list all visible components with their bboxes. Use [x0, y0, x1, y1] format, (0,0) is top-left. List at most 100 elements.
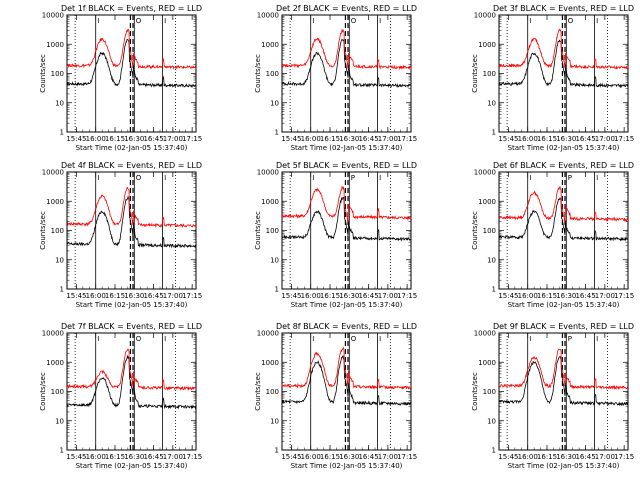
x-tick-label: 17:00: [163, 453, 183, 461]
y-axis-label: Counts/sec: [254, 211, 262, 250]
y-tick-label: 10: [55, 99, 64, 107]
y-tick-label: 10: [270, 417, 279, 425]
marker-label: O: [136, 335, 142, 343]
y-axis-label: Counts/sec: [471, 372, 479, 411]
y-tick-label: 1000: [478, 359, 496, 367]
y-tick-label: 10: [270, 256, 279, 264]
series-line-lld: [66, 186, 197, 228]
x-tick-label: 16:45: [143, 453, 163, 461]
y-tick-label: 10000: [42, 330, 64, 338]
plot-frame: [66, 14, 197, 133]
series-line-events: [281, 196, 412, 242]
y-tick-label: 1: [275, 447, 279, 455]
y-axis-label: Counts/sec: [471, 211, 479, 250]
marker-label: I: [529, 335, 531, 343]
marker-label: O: [136, 174, 142, 182]
panel-6: Det 6f BLACK = Events, RED = LLD 1 10 100 10…: [471, 161, 634, 309]
x-tick-label: 16:45: [358, 292, 378, 300]
x-axis-label: Start Time (02-Jan-05 15:37:40): [508, 144, 620, 152]
marker-label: I: [596, 17, 598, 25]
y-tick-label: 1000: [478, 198, 496, 206]
panel-3: Det 3f BLACK = Events, RED = LLD 1 10 100 10…: [471, 4, 634, 152]
panel-5: Det 5f BLACK = Events, RED = LLD 1 10 100 10…: [254, 161, 417, 309]
x-axis-label: Start Time (02-Jan-05 15:37:40): [76, 462, 188, 470]
y-tick-label: 1000: [46, 359, 64, 367]
y-tick-label: 100: [483, 70, 496, 78]
x-tick-label: 16:30: [124, 135, 144, 143]
y-tick-label: 100: [483, 388, 496, 396]
y-tick-label: 10000: [257, 169, 279, 177]
x-tick-label: 16:45: [143, 292, 163, 300]
chart-title: Det 7f BLACK = Events, RED = LLD: [61, 322, 202, 331]
y-tick-label: 100: [51, 227, 64, 235]
marker-label: I: [379, 174, 381, 182]
y-tick-label: 100: [266, 70, 279, 78]
y-tick-label: 1: [60, 447, 64, 455]
x-tick-label: 17:15: [397, 135, 417, 143]
series-line-events: [66, 354, 197, 410]
y-tick-label: 10: [487, 256, 496, 264]
x-tick-label: 15:45: [66, 292, 86, 300]
panel-4: Det 4f BLACK = Events, RED = LLD 1 10 100 10…: [39, 161, 202, 309]
series-line-lld: [281, 346, 412, 390]
marker-label: I: [312, 335, 314, 343]
x-tick-label: 17:00: [163, 292, 183, 300]
y-axis-label: Counts/sec: [471, 54, 479, 93]
marker-label: I: [312, 17, 314, 25]
x-tick-label: 17:15: [614, 292, 634, 300]
x-tick-label: 16:15: [320, 453, 340, 461]
marker-label: I: [529, 174, 531, 182]
chart-title: Det 2f BLACK = Events, RED = LLD: [276, 4, 417, 13]
x-tick-label: 16:30: [339, 135, 359, 143]
x-tick-label: 15:45: [66, 453, 86, 461]
chart-title: Det 6f BLACK = Events, RED = LLD: [493, 161, 634, 170]
x-tick-label: 16:00: [301, 453, 321, 461]
series-line-lld: [498, 185, 629, 223]
series-line-events: [281, 354, 412, 406]
x-tick-label: 17:00: [378, 135, 398, 143]
panel-2: Det 2f BLACK = Events, RED = LLD 1 10 100 10…: [254, 4, 417, 152]
marker-label: O: [351, 17, 357, 25]
x-tick-label: 15:45: [281, 453, 301, 461]
x-tick-label: 17:00: [378, 453, 398, 461]
marker-label: P: [568, 174, 572, 182]
y-axis-label: Counts/sec: [39, 54, 47, 93]
x-tick-label: 16:00: [86, 292, 106, 300]
marker-label: I: [164, 17, 166, 25]
marker-label: I: [379, 17, 381, 25]
plot-frame: [66, 332, 197, 451]
panel-1: Det 1f BLACK = Events, RED = LLD 1 10 100 10…: [39, 4, 202, 152]
x-tick-label: 16:45: [358, 453, 378, 461]
x-tick-label: 17:15: [182, 292, 202, 300]
x-tick-label: 17:15: [614, 135, 634, 143]
plot-frame: [66, 171, 197, 290]
x-tick-label: 16:45: [358, 135, 378, 143]
y-axis-label: Counts/sec: [254, 372, 262, 411]
chart-title: Det 8f BLACK = Events, RED = LLD: [276, 322, 417, 331]
x-tick-label: 16:30: [556, 453, 576, 461]
plot-frame: [498, 332, 629, 451]
chart-title: Det 1f BLACK = Events, RED = LLD: [61, 4, 202, 13]
y-tick-label: 1: [492, 447, 496, 455]
y-tick-label: 100: [483, 227, 496, 235]
x-tick-label: 17:00: [595, 292, 615, 300]
x-tick-label: 16:00: [518, 135, 538, 143]
x-tick-label: 17:00: [163, 135, 183, 143]
marker-label: O: [351, 335, 357, 343]
x-tick-label: 17:15: [397, 292, 417, 300]
x-tick-label: 17:15: [614, 453, 634, 461]
marker-label: I: [97, 174, 99, 182]
x-tick-label: 15:45: [66, 135, 86, 143]
series-line-events: [66, 195, 196, 249]
x-tick-label: 16:15: [105, 135, 125, 143]
y-tick-label: 10: [487, 417, 496, 425]
y-tick-label: 10: [270, 99, 279, 107]
x-tick-label: 16:15: [537, 292, 557, 300]
y-tick-label: 1000: [46, 41, 64, 49]
y-tick-label: 10000: [474, 169, 496, 177]
y-tick-label: 10: [487, 99, 496, 107]
x-tick-label: 16:30: [124, 292, 144, 300]
plot-frame: [281, 14, 412, 133]
y-tick-label: 100: [266, 227, 279, 235]
